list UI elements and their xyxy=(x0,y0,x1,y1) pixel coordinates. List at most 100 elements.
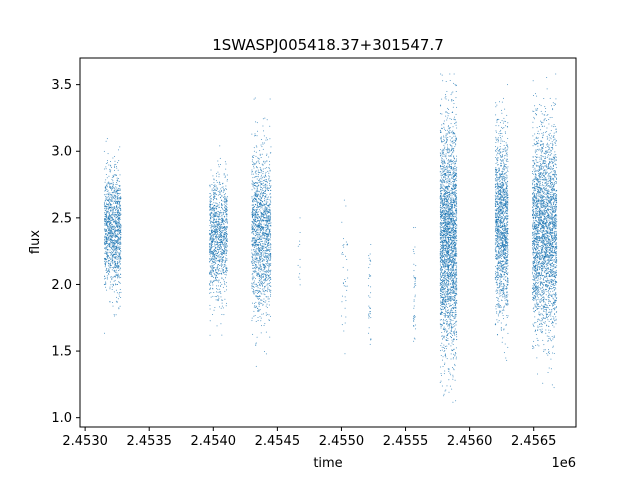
data-point xyxy=(112,241,114,243)
data-point xyxy=(267,253,269,255)
data-point xyxy=(270,245,272,247)
data-point xyxy=(261,182,263,184)
data-point xyxy=(212,295,214,297)
data-point xyxy=(267,278,269,280)
data-point xyxy=(251,208,253,210)
data-point xyxy=(217,191,219,193)
data-point xyxy=(455,263,457,265)
data-point xyxy=(110,195,112,197)
data-point xyxy=(223,210,225,212)
data-point xyxy=(218,261,220,263)
data-point xyxy=(262,275,264,277)
data-point xyxy=(226,207,228,209)
data-point xyxy=(116,183,118,185)
data-point xyxy=(265,137,267,139)
data-point xyxy=(221,305,223,307)
data-point xyxy=(224,261,226,263)
data-point xyxy=(114,191,116,193)
data-point xyxy=(114,160,116,162)
data-point xyxy=(449,164,451,166)
data-point xyxy=(262,192,264,194)
data-point xyxy=(218,173,220,175)
data-point xyxy=(444,320,446,322)
data-point xyxy=(108,274,110,276)
data-point xyxy=(222,237,224,239)
data-point xyxy=(211,246,213,248)
data-point xyxy=(264,268,266,270)
data-point xyxy=(114,174,116,176)
data-point xyxy=(103,278,105,280)
data-point xyxy=(224,210,226,212)
data-point xyxy=(255,190,257,192)
data-point xyxy=(267,217,269,219)
data-point xyxy=(452,174,454,176)
data-point xyxy=(117,243,119,245)
data-point xyxy=(413,227,415,229)
data-point xyxy=(225,234,227,236)
data-point xyxy=(224,228,226,230)
data-point xyxy=(256,215,258,217)
data-point xyxy=(254,237,256,239)
data-point xyxy=(265,251,267,253)
data-point xyxy=(257,239,259,241)
data-point xyxy=(210,208,212,210)
data-point xyxy=(220,222,222,224)
data-point xyxy=(268,167,270,169)
data-point xyxy=(225,228,227,230)
data-point xyxy=(106,216,108,218)
data-point xyxy=(263,298,265,300)
data-point xyxy=(268,264,270,266)
data-point xyxy=(110,254,112,256)
data-point xyxy=(116,187,118,189)
data-point xyxy=(267,249,269,251)
data-point xyxy=(119,244,121,246)
data-point xyxy=(268,219,270,221)
data-point xyxy=(215,250,217,252)
data-point xyxy=(255,245,257,247)
data-point xyxy=(251,133,253,135)
data-point xyxy=(456,227,458,229)
data-point xyxy=(440,262,442,264)
data-point xyxy=(118,225,120,227)
data-point xyxy=(214,192,216,194)
data-point xyxy=(261,277,263,279)
data-point xyxy=(115,230,117,232)
data-point xyxy=(441,174,443,176)
data-point xyxy=(216,226,218,228)
data-point xyxy=(262,125,264,127)
data-point xyxy=(257,298,259,300)
data-point xyxy=(105,281,107,283)
data-point xyxy=(219,190,221,192)
data-point xyxy=(105,286,107,288)
data-point xyxy=(210,244,212,246)
data-point xyxy=(254,220,256,222)
data-point xyxy=(226,227,228,229)
data-point xyxy=(217,230,219,232)
data-point xyxy=(119,267,121,269)
data-point xyxy=(111,257,113,259)
data-point xyxy=(263,245,265,247)
data-point xyxy=(253,288,255,290)
data-point xyxy=(225,259,227,261)
data-point xyxy=(270,200,272,202)
data-point xyxy=(117,228,119,230)
data-point xyxy=(218,181,220,183)
data-point xyxy=(369,253,371,255)
data-point xyxy=(107,258,109,260)
data-point xyxy=(265,242,267,244)
data-point xyxy=(260,194,262,196)
data-point xyxy=(256,175,258,177)
data-point xyxy=(112,206,114,208)
data-point xyxy=(119,253,121,255)
data-point xyxy=(221,220,223,222)
data-point xyxy=(261,276,263,278)
data-point xyxy=(216,269,218,271)
data-point xyxy=(224,161,226,163)
data-point xyxy=(446,152,448,154)
data-point xyxy=(260,176,262,178)
data-point xyxy=(252,291,254,293)
data-point xyxy=(253,155,255,156)
data-point xyxy=(110,231,112,233)
data-point xyxy=(117,169,119,171)
data-point xyxy=(445,319,447,321)
